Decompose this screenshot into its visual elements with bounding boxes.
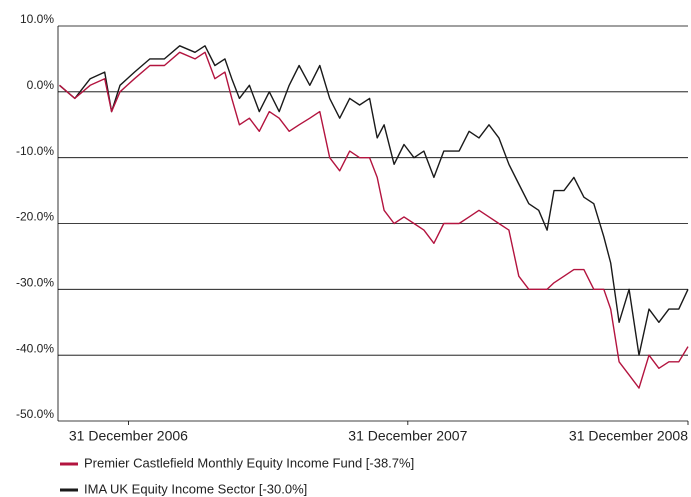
series-line <box>59 45 689 356</box>
y-tick-label: -40.0% <box>16 341 54 355</box>
y-tick-label: 10.0% <box>20 12 54 26</box>
x-tick-label: 31 December 2007 <box>348 428 467 444</box>
y-tick-label: -30.0% <box>16 276 54 290</box>
x-tick-label: 31 December 2006 <box>69 428 188 444</box>
y-tick-label: -10.0% <box>16 144 54 158</box>
legend-label: IMA UK Equity Income Sector [-30.0%] <box>84 481 307 496</box>
y-tick-label: -50.0% <box>16 407 54 421</box>
series-line <box>59 51 689 389</box>
y-tick-label: 0.0% <box>27 78 55 92</box>
legend-label: Premier Castlefield Monthly Equity Incom… <box>84 455 414 470</box>
x-tick-label: 31 December 2008 <box>569 428 688 444</box>
y-tick-label: -20.0% <box>16 210 54 224</box>
